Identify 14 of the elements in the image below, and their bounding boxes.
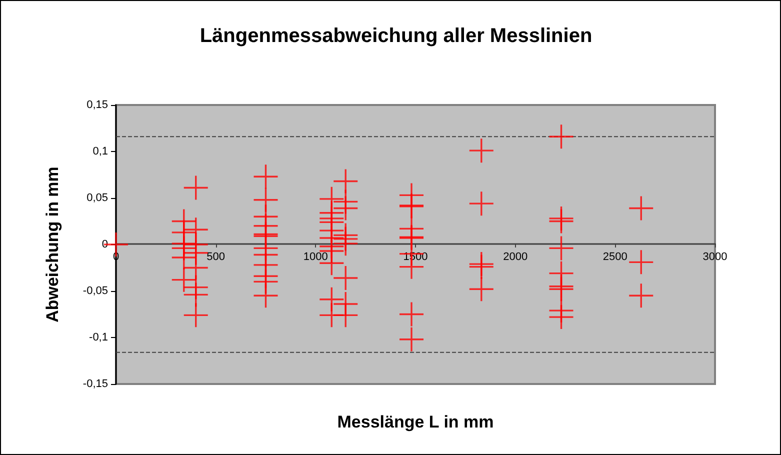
chart-title: Längenmessabweichung aller Messlinien <box>200 25 592 47</box>
x-tick-label: 2500 <box>602 251 628 263</box>
y-tick-label: -0,05 <box>82 285 108 297</box>
y-axis-title: Abweichung in mm <box>43 166 62 322</box>
y-tick-label: 0,05 <box>86 192 108 204</box>
x-axis-title: Messlänge L in mm <box>337 412 494 432</box>
x-tick-label: 500 <box>206 251 226 263</box>
x-tick-label: 2000 <box>503 251 528 263</box>
x-tick-label: 3000 <box>702 251 728 263</box>
y-tick-label: 0,15 <box>86 99 108 111</box>
x-tick-label: 1000 <box>303 251 328 263</box>
y-tick-label: -0,15 <box>82 378 108 390</box>
y-tick-label: -0,1 <box>89 332 108 344</box>
y-tick-label: 0,1 <box>92 146 108 158</box>
